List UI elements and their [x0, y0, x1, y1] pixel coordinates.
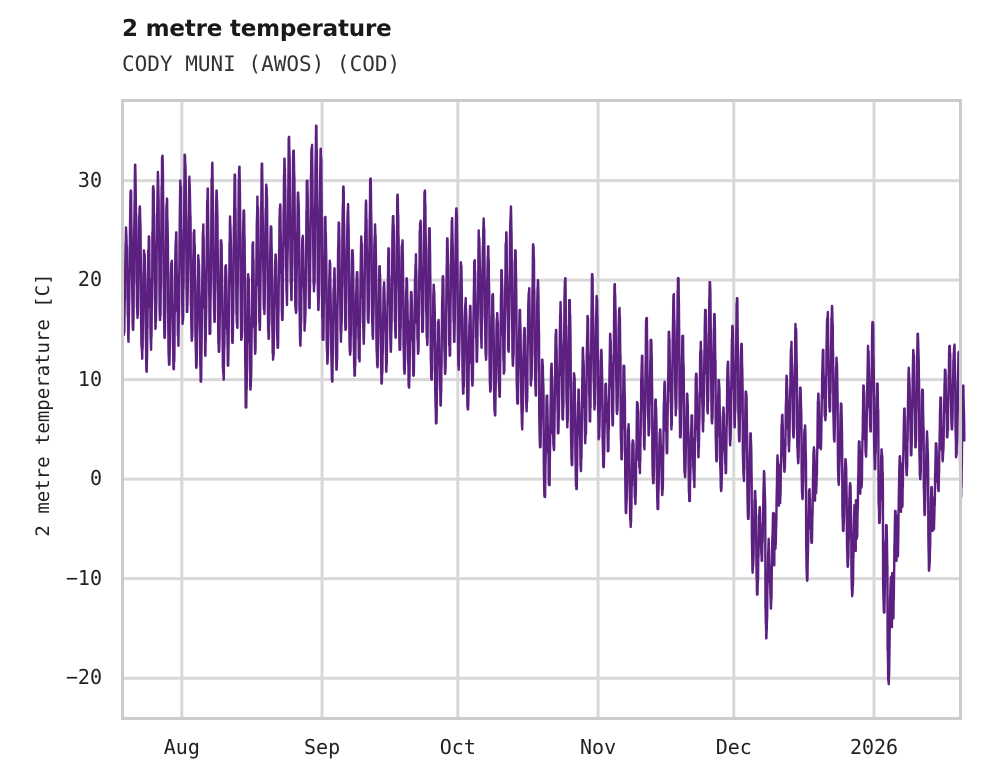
y-tick-label: 30 [77, 167, 102, 192]
x-tick-label: 2026 [849, 735, 899, 759]
x-tick-label: Dec [715, 735, 752, 759]
y-tick-label: 0 [89, 466, 102, 491]
temperature-series [121, 124, 966, 686]
chart-title: 2 metre temperature [122, 16, 392, 42]
y-tick-label: −20 [65, 665, 102, 690]
x-tick-label: Nov [579, 735, 617, 759]
y-tick-label: 20 [77, 267, 102, 292]
temperature-line [121, 124, 966, 686]
x-tick-label: Sep [304, 735, 341, 759]
chart-subtitle: CODY MUNI (AWOS) (COD) [122, 52, 401, 76]
y-tick-label: −10 [65, 565, 102, 590]
y-tick-label: 10 [77, 366, 102, 391]
x-tick-label: Aug [163, 735, 200, 759]
plot-border [121, 99, 962, 720]
x-tick-label: Oct [439, 735, 476, 759]
